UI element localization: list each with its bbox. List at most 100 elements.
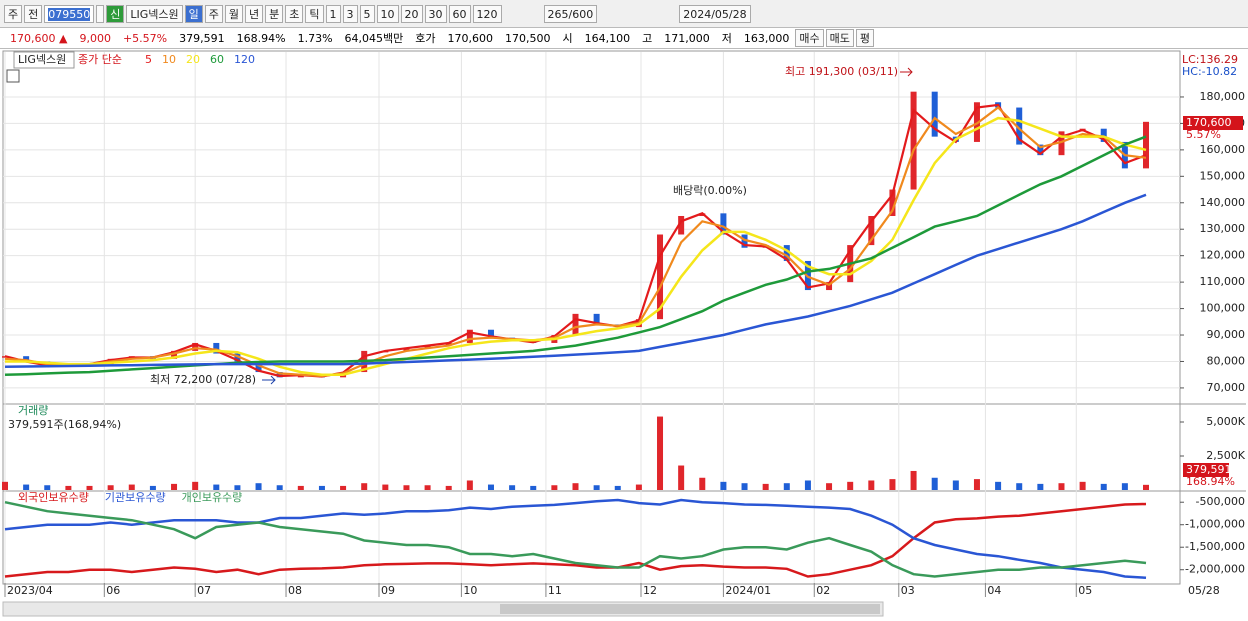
x-tick-label: 05	[1078, 584, 1092, 597]
legend-prefix: 종가 단순	[78, 53, 122, 66]
legend-entry: 120	[234, 53, 255, 66]
period-button[interactable]: 분	[265, 4, 284, 23]
volume-bar	[1037, 483, 1044, 490]
volume-subtitle: 379,591주(168,94%)	[8, 418, 121, 431]
info-high: 171,000	[664, 31, 710, 45]
volume-bar	[466, 480, 473, 490]
scroll-thumb[interactable]	[500, 604, 880, 614]
interval-button[interactable]: 3	[342, 4, 358, 23]
volume-bar	[2, 481, 8, 490]
volume-bar	[487, 484, 494, 490]
volume-bar	[826, 483, 833, 490]
candle	[783, 245, 790, 261]
volume-bar	[678, 465, 685, 490]
info-avg[interactable]: 평	[855, 29, 875, 47]
interval-button[interactable]: 5	[359, 4, 375, 23]
volume-bar	[340, 485, 347, 490]
info-high_label: 고	[642, 32, 653, 45]
volume-bar	[804, 480, 811, 490]
info-amount: 64,045백만	[344, 32, 404, 45]
volume-bar	[910, 470, 917, 490]
series-line	[4, 106, 1147, 378]
search-button[interactable]	[96, 4, 105, 23]
interval-button[interactable]: 120	[472, 4, 502, 23]
volume-title: 거래량	[18, 404, 48, 417]
legend-entry: 20	[186, 53, 200, 66]
info-ask_label: 호가	[415, 32, 436, 45]
interval-button[interactable]: 1	[325, 4, 341, 23]
arrow	[262, 375, 276, 385]
candle	[678, 215, 685, 235]
info-buy[interactable]: 매수	[795, 29, 824, 47]
y-tick-label: 110,000	[1200, 275, 1246, 288]
volume-bar	[297, 485, 304, 490]
name-box	[13, 51, 75, 69]
y-tick-label: -500,000	[1196, 495, 1245, 508]
volume-bar	[361, 483, 368, 490]
volume-bar	[931, 477, 938, 490]
interval-button[interactable]: 20	[400, 4, 423, 23]
candle	[23, 356, 30, 362]
volume-bar	[741, 483, 748, 490]
period-button[interactable]: 년	[245, 4, 264, 23]
candle	[1037, 144, 1044, 156]
period-button[interactable]: 일	[184, 4, 203, 23]
volume-bar	[128, 484, 135, 490]
volume-bar	[276, 485, 283, 490]
volume-bar	[551, 485, 558, 490]
table-icon[interactable]	[6, 69, 20, 83]
last-rate: 5.57%	[1186, 128, 1221, 141]
legend-entry: 외국인보유수량	[18, 491, 89, 504]
y-tick-label: 140,000	[1200, 196, 1246, 209]
volume-bar	[509, 485, 516, 490]
candle	[171, 350, 178, 359]
volume-bar	[889, 479, 896, 490]
info-vol_rate: 168.94%	[236, 31, 286, 45]
volume-bar	[1058, 483, 1065, 490]
interval-button[interactable]: 10	[376, 4, 399, 23]
candle	[1143, 121, 1149, 169]
x-tick-label: 2023/04	[7, 584, 53, 597]
x-tick-label: 02	[816, 584, 830, 597]
info-low_label: 저	[721, 32, 732, 45]
candle	[741, 234, 748, 248]
y-tick-label: -1,000,000	[1185, 518, 1245, 531]
code-input[interactable]: 079550	[44, 4, 95, 23]
y-tick-label: 100,000	[1200, 302, 1246, 315]
volume-bar	[530, 485, 537, 490]
candle	[720, 213, 727, 235]
candle	[445, 342, 452, 346]
volume-bar	[171, 483, 178, 490]
interval-button[interactable]: 60	[448, 4, 471, 23]
candle	[487, 329, 494, 338]
volume-bar	[23, 484, 30, 490]
count-box[interactable]: 265/600	[543, 4, 598, 23]
stock-name[interactable]: LIG넥스원	[126, 4, 183, 23]
count-max: /600	[568, 7, 594, 21]
legend-entry: 개인보유수량	[182, 491, 243, 504]
volume-bar	[403, 485, 410, 490]
y-tick-label: 2,500K	[1206, 449, 1245, 462]
volume-bar	[593, 485, 600, 490]
period-button[interactable]: 틱	[305, 4, 324, 23]
period-button[interactable]: 주	[204, 4, 223, 23]
info-sell[interactable]: 매도	[825, 29, 854, 47]
y-tick-label: 160,000	[1200, 143, 1246, 156]
market-select[interactable]: 주	[4, 4, 23, 23]
volume-bar	[783, 483, 790, 490]
candle	[931, 91, 938, 137]
y-tick-label: 70,000	[1207, 381, 1246, 394]
period-button[interactable]: 월	[224, 4, 244, 23]
plot-frame	[2, 50, 1181, 585]
volume-bar	[952, 480, 959, 490]
info-change: 9,000	[79, 31, 111, 45]
period-button[interactable]: 초	[285, 4, 304, 23]
volume-bar	[424, 485, 431, 490]
candle	[868, 215, 875, 246]
interval-button[interactable]: 30	[424, 4, 447, 23]
prev-button[interactable]: 전	[24, 4, 43, 23]
date-box[interactable]: 2024/05/28	[679, 4, 751, 23]
y-tick-label: 120,000	[1200, 249, 1246, 262]
info-low: 163,000	[743, 31, 790, 45]
y-tick-label: 5,000K	[1206, 415, 1245, 428]
